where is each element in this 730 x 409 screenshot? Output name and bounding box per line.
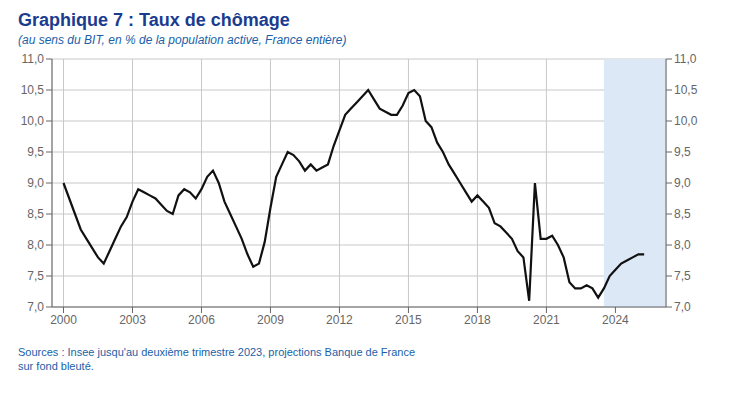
svg-text:2018: 2018 [464,313,491,327]
svg-text:2006: 2006 [188,313,215,327]
html-text:Sources : Insee jusqu'au deuxi: Sources : Insee jusqu'au deuxième trimes… [18,346,416,373]
svg-text:2021: 2021 [533,313,560,327]
svg-text:7,0: 7,0 [27,300,44,314]
svg-text:8,5: 8,5 [27,207,44,221]
svg-text:10,0: 10,0 [674,114,698,128]
svg-text:9,5: 9,5 [27,145,44,159]
svg-text:7,5: 7,5 [27,269,44,283]
svg-text:2024: 2024 [602,313,629,327]
svg-text:9,0: 9,0 [27,176,44,190]
svg-text:9,0: 9,0 [674,176,691,190]
svg-text:8,5: 8,5 [674,207,691,221]
svg-text:2012: 2012 [326,313,353,327]
svg-text:2009: 2009 [257,313,284,327]
svg-text:8,0: 8,0 [27,238,44,252]
svg-text:10,5: 10,5 [674,83,698,97]
svg-text:11,0: 11,0 [674,52,697,66]
svg-text:7,5: 7,5 [674,269,691,283]
svg-text:2000: 2000 [50,313,77,327]
svg-text:8,0: 8,0 [674,238,691,252]
svg-text:10,5: 10,5 [21,83,45,97]
svg-text:7,0: 7,0 [674,300,691,314]
svg-text:2015: 2015 [395,313,422,327]
svg-text:10,0: 10,0 [21,114,45,128]
svg-text:2003: 2003 [119,313,146,327]
html-text:(au sens du BIT, en % de la po: (au sens du BIT, en % de la population a… [18,33,347,47]
html-text:Graphique 7 : Taux de chômage: Graphique 7 : Taux de chômage [18,10,290,30]
svg-text:9,5: 9,5 [674,145,691,159]
svg-text:11,0: 11,0 [22,52,45,66]
